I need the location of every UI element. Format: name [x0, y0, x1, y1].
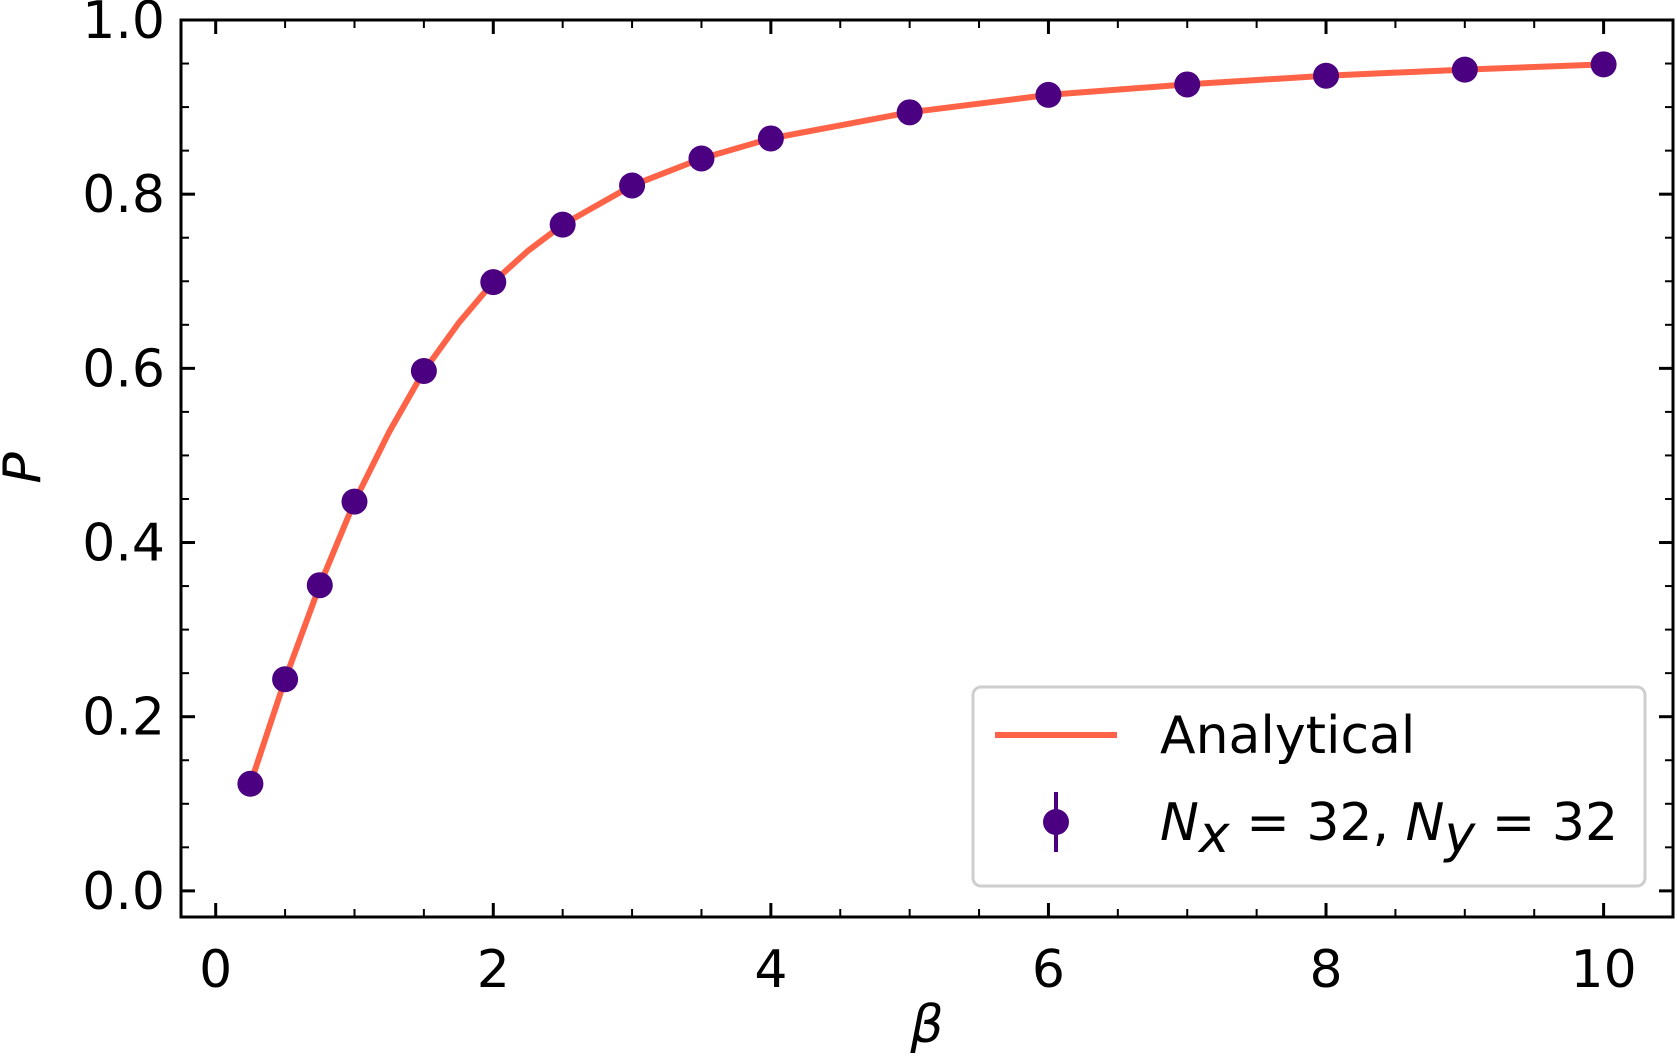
- y-tick-label: 0.8: [82, 165, 165, 225]
- data-point: [1590, 51, 1617, 78]
- legend-eq2: = 32: [1475, 793, 1618, 853]
- data-point: [480, 269, 507, 296]
- y-axis-title: P: [0, 452, 53, 484]
- legend-marker-swatch: [1043, 809, 1069, 835]
- y-tick-label: 0.2: [82, 688, 165, 748]
- data-point: [1451, 56, 1478, 83]
- data-point: [1035, 81, 1062, 108]
- data-point: [1174, 71, 1201, 98]
- data-point: [549, 211, 576, 238]
- legend-sub2: y: [1442, 805, 1476, 865]
- data-point: [272, 666, 299, 693]
- data-point: [688, 145, 715, 172]
- x-tick-label: 2: [477, 940, 510, 1000]
- legend-eq1: = 32,: [1230, 793, 1406, 853]
- legend-label-analytical: Analytical: [1160, 706, 1415, 766]
- y-tick-label: 1.0: [82, 0, 165, 51]
- data-point: [619, 172, 646, 199]
- x-tick-label: 6: [1032, 940, 1065, 1000]
- legend-box: [971, 685, 1647, 888]
- y-tick-label: 0.4: [82, 514, 165, 574]
- x-tick-label: 8: [1309, 940, 1342, 1000]
- data-points: [237, 51, 1617, 797]
- data-point: [896, 99, 923, 126]
- data-point: [410, 357, 437, 384]
- legend-label-data: Nx = 32, Ny = 32: [1160, 793, 1618, 865]
- legend: Analytical Nx = 32, Ny = 32: [971, 685, 1647, 888]
- x-axis-title: β: [909, 995, 943, 1055]
- data-point: [237, 770, 264, 797]
- tick-labels: 0 2 4 6 8 10 0.0 0.2 0.4 0.6 0.8 1.0: [82, 0, 1636, 1000]
- y-tick-label: 0.6: [82, 339, 165, 399]
- legend-n1: N: [1160, 793, 1199, 853]
- legend-sub1: x: [1197, 805, 1231, 865]
- data-point: [341, 488, 368, 515]
- plot-frame: [179, 18, 1675, 919]
- legend-n2: N: [1406, 793, 1445, 853]
- data-point: [757, 125, 784, 152]
- x-tick-label: 4: [754, 940, 787, 1000]
- data-point: [1313, 62, 1340, 89]
- x-tick-label: 10: [1571, 940, 1637, 1000]
- y-tick-label: 0.0: [82, 862, 165, 922]
- x-tick-label: 0: [199, 940, 232, 1000]
- data-point: [306, 572, 333, 599]
